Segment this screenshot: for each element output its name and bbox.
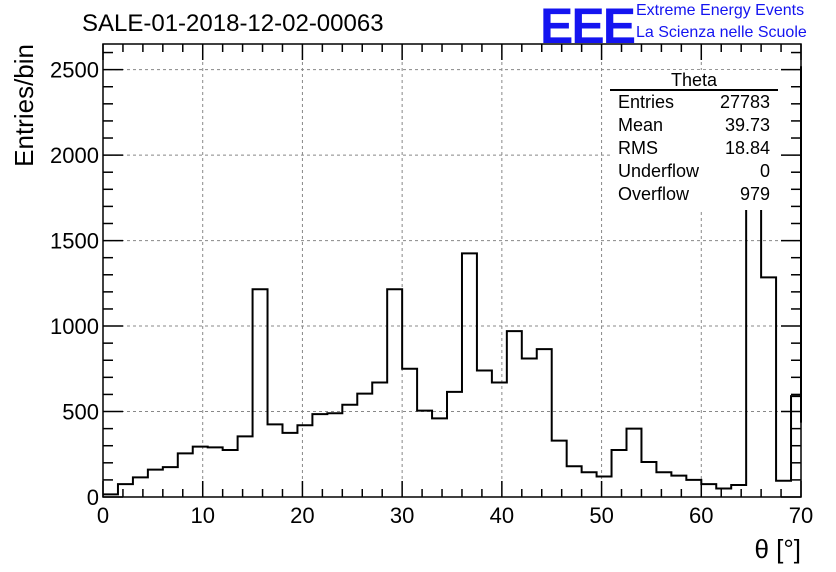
stats-row-rms: RMS 18.84 — [618, 138, 770, 161]
stats-label: Underflow — [618, 161, 700, 181]
logo-line-1: Extreme Energy Events — [636, 2, 805, 19]
y-tick-label: 0 — [87, 485, 99, 510]
y-tick-label: 500 — [62, 400, 99, 425]
stats-row-entries: Entries 27783 — [618, 92, 770, 115]
x-axis-label: θ [°] — [754, 534, 801, 564]
tick-labels: 0 10 20 30 40 50 60 70 0 500 1000 1500 2000 2500 — [50, 58, 813, 528]
stats-row-underflow: Underflow 0 — [618, 161, 770, 184]
x-tick-label: 30 — [390, 503, 414, 528]
stats-value: 18.84 — [724, 138, 770, 158]
stats-value: 39.73 — [724, 115, 770, 135]
x-tick-label: 0 — [97, 503, 109, 528]
x-tick-label: 50 — [589, 503, 613, 528]
y-axis-label: Entries/bin — [9, 44, 39, 167]
eee-logo: EEE — [540, 0, 636, 54]
histogram-series — [103, 66, 802, 496]
stats-value: 979 — [739, 184, 770, 204]
chart-title: SALE-01-2018-12-02-00063 — [82, 10, 384, 37]
stats-box: Theta Entries 27783 Mean 39.73 RMS 18.84… — [610, 70, 778, 210]
x-tick-label: 60 — [689, 503, 713, 528]
plot-frame — [102, 43, 802, 498]
y-tick-label: 1000 — [50, 314, 99, 339]
x-tick-label: 10 — [190, 503, 214, 528]
stats-label: Mean — [618, 115, 664, 135]
y-tick-label: 1500 — [50, 229, 99, 254]
grid-lines — [103, 44, 801, 497]
stats-value: 27783 — [719, 92, 770, 112]
stats-row-overflow: Overflow 979 — [618, 184, 770, 207]
x-tick-label: 70 — [789, 503, 813, 528]
stats-divider — [610, 89, 778, 91]
logo-line-2: La Scienza nelle Scuole — [636, 24, 807, 41]
stats-label: Entries — [618, 92, 675, 112]
stats-value: 0 — [759, 161, 770, 181]
stats-title: Theta — [670, 70, 718, 90]
y-tick-label: 2500 — [50, 58, 99, 83]
stats-label: RMS — [618, 138, 658, 158]
y-tick-label: 2000 — [50, 143, 99, 168]
x-tick-label: 20 — [290, 503, 314, 528]
stats-row-mean: Mean 39.73 — [618, 115, 770, 138]
stats-label: Overflow — [618, 184, 690, 204]
x-tick-label: 40 — [490, 503, 514, 528]
